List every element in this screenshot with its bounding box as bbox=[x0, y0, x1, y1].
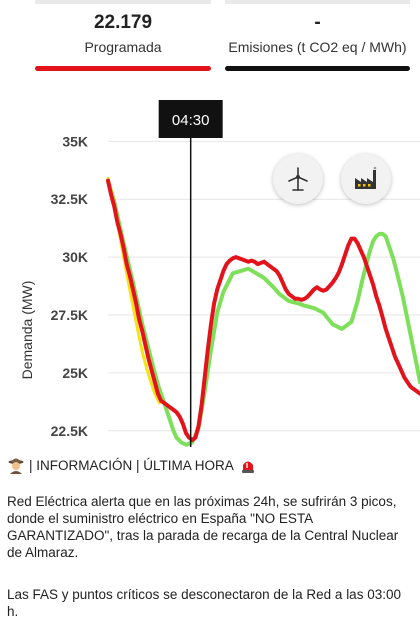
chart-y-ticks: 35K 32.5K 30K 27.5K 25K 22.5K bbox=[51, 133, 88, 438]
y-tick-label: 30K bbox=[62, 249, 88, 265]
y-tick-label: 32.5K bbox=[51, 191, 88, 207]
post-header: | INFORMACIÓN | ÚLTIMA HORA bbox=[7, 455, 412, 475]
stat-emisiones-underline bbox=[225, 66, 410, 71]
y-tick-label: 25K bbox=[62, 365, 88, 381]
top-strip-left bbox=[35, 0, 211, 4]
series-line-prevista bbox=[106, 178, 420, 447]
stat-programada[interactable]: 22.179 Programada bbox=[35, 10, 211, 71]
post-header-text: | INFORMACIÓN | ÚLTIMA HORA bbox=[29, 457, 234, 473]
post-paragraph-2: Las FAS y puntos críticos se desconectar… bbox=[7, 587, 401, 619]
demand-chart[interactable]: 35K 32.5K 30K 27.5K 25K 22.5K Demanda (MW) 04… bbox=[0, 95, 420, 447]
stat-programada-value: 22.179 bbox=[93, 12, 153, 33]
stat-programada-label: Programada bbox=[84, 39, 162, 55]
y-tick-label: 35K bbox=[62, 133, 88, 149]
stat-emisiones-value: - bbox=[314, 12, 321, 33]
stat-programada-underline bbox=[35, 66, 211, 71]
y-tick-label: 22.5K bbox=[51, 423, 88, 439]
stat-emisiones-label: Emisiones (t CO2 eq / MWh) bbox=[228, 39, 407, 55]
cursor-time-label: 04:30 bbox=[172, 112, 210, 129]
post-paragraph-1: Red Eléctrica alerta que en las próximas… bbox=[7, 494, 399, 560]
factory-icon bbox=[355, 166, 377, 189]
detective-emoji-icon bbox=[8, 458, 24, 474]
cursor-time-box bbox=[158, 100, 223, 138]
y-axis-label: Demanda (MW) bbox=[19, 281, 35, 380]
siren-emoji-icon bbox=[241, 461, 254, 473]
chart-cursor[interactable]: 04:30 bbox=[158, 100, 223, 447]
factory-button[interactable] bbox=[341, 154, 391, 204]
wind-button[interactable] bbox=[273, 154, 323, 204]
y-tick-label: 27.5K bbox=[51, 307, 88, 323]
top-strip-right bbox=[225, 0, 410, 4]
wind-turbine-icon bbox=[288, 167, 308, 191]
chart-series bbox=[106, 176, 420, 447]
series-line-real bbox=[106, 178, 420, 443]
top-strip bbox=[0, 0, 420, 4]
stat-emisiones[interactable]: - Emisiones (t CO2 eq / MWh) bbox=[225, 10, 410, 71]
chart-gridlines bbox=[108, 140, 420, 432]
